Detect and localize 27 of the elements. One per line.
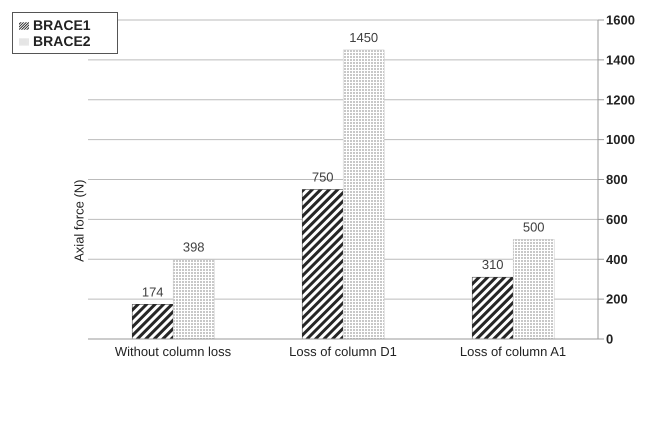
bar (512, 239, 554, 339)
y-tick-label: 1200 (606, 92, 635, 108)
data-label: 398 (182, 240, 205, 255)
y-tick-label: 1600 (606, 12, 635, 28)
y-tick-label: 400 (606, 252, 628, 267)
data-label: 174 (142, 284, 164, 300)
x-tick-label: Loss of column A1 (460, 344, 566, 360)
legend-label: BRACE1 (33, 17, 91, 33)
x-tick-label: Loss of column D1 (289, 344, 397, 360)
bar (132, 304, 174, 339)
y-axis-title: Axial force (N) (72, 180, 87, 262)
x-tick-label: Without column loss (114, 344, 232, 360)
y-tick-label: 600 (606, 212, 628, 227)
bar (342, 50, 384, 339)
bar (472, 276, 514, 339)
y-tick-label: 800 (606, 172, 628, 188)
y-tick-label: 1000 (606, 132, 635, 148)
y-tick-label: 0 (606, 332, 614, 347)
bar (302, 189, 344, 339)
data-label: 1450 (349, 30, 378, 45)
legend-label: BRACE2 (33, 33, 91, 49)
y-tick-label: 1400 (606, 52, 635, 68)
y-tick-label: 200 (606, 292, 628, 307)
bar (172, 259, 214, 339)
data-label: 310 (482, 257, 504, 272)
data-label: 750 (312, 169, 334, 184)
data-label: 500 (522, 219, 545, 234)
